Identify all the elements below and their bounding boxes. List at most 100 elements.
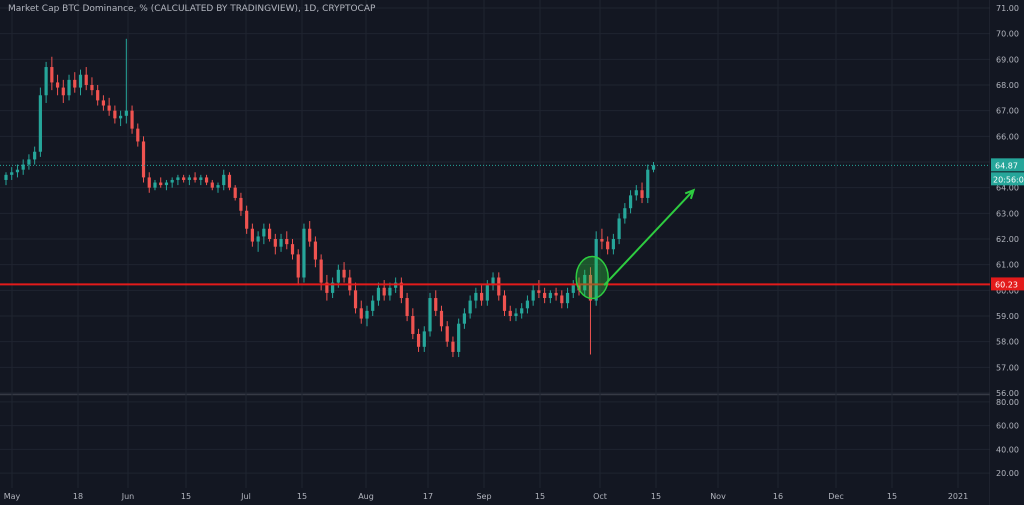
candle xyxy=(170,177,174,188)
candle xyxy=(176,174,180,186)
candle xyxy=(376,282,381,306)
y-tick-label: 66.00 xyxy=(996,132,1019,141)
x-tick-label: Oct xyxy=(593,492,607,501)
x-tick-label: 15 xyxy=(297,492,307,501)
candle xyxy=(331,277,335,299)
candle xyxy=(27,154,31,170)
candle xyxy=(84,67,88,91)
candle xyxy=(136,123,140,147)
candle xyxy=(600,228,604,250)
candle xyxy=(353,282,358,314)
candle xyxy=(187,174,191,186)
candle xyxy=(651,162,656,173)
candle xyxy=(273,233,277,255)
candle xyxy=(428,292,432,337)
candle xyxy=(313,236,318,268)
x-tick-label: 15 xyxy=(887,492,897,501)
y-tick-label: 69.00 xyxy=(996,55,1019,64)
candle xyxy=(90,77,94,96)
candle xyxy=(325,274,329,301)
candle xyxy=(107,97,111,116)
candle xyxy=(78,69,83,96)
candle xyxy=(548,290,552,304)
candle xyxy=(359,300,363,324)
price-badges: 64.87 20:56:04 60.23 xyxy=(991,158,1024,291)
x-tick-label: Aug xyxy=(358,492,374,501)
price-axis-bg xyxy=(990,0,1024,505)
candle xyxy=(239,192,243,216)
countdown-badge xyxy=(991,172,1024,186)
candle xyxy=(445,321,449,347)
trend-arrow xyxy=(603,189,695,286)
candle xyxy=(497,272,501,301)
candle xyxy=(199,174,203,186)
candle xyxy=(543,287,547,304)
candle xyxy=(531,285,535,306)
last-price-badge xyxy=(991,158,1024,172)
candle xyxy=(50,56,54,91)
y-tick-label: 64.00 xyxy=(996,184,1019,193)
candle xyxy=(290,239,295,260)
candle xyxy=(101,95,106,111)
candle xyxy=(164,179,169,191)
candle xyxy=(479,285,484,306)
chart-title: Market Cap BTC Dominance, % (CALCULATED … xyxy=(8,4,376,14)
candle xyxy=(560,290,564,309)
x-tick-label: Jun xyxy=(121,492,135,501)
candle xyxy=(250,223,254,247)
overlays xyxy=(0,164,990,300)
candle xyxy=(628,190,633,214)
trend-arrow-head xyxy=(684,188,696,200)
x-tick-label: Jul xyxy=(240,492,251,501)
y-tick-label: 56.00 xyxy=(996,389,1019,398)
candle xyxy=(15,164,20,178)
candle xyxy=(61,79,65,103)
y-tick-label: 68.00 xyxy=(996,81,1019,90)
candle xyxy=(193,172,197,183)
candle xyxy=(634,185,638,201)
candle xyxy=(520,303,524,319)
y-tick-label: 62.00 xyxy=(996,235,1019,244)
candle xyxy=(113,105,117,124)
y-tick-label: 57.00 xyxy=(996,363,1019,372)
candle xyxy=(204,174,209,186)
candle xyxy=(571,280,575,299)
candle xyxy=(33,146,37,165)
candle xyxy=(10,167,14,180)
time-axis[interactable]: May 18 Jun 15 Jul 15 Aug 17 Sep 15 Oct 15 Nov 16 Dec 15… xyxy=(4,492,968,501)
candle xyxy=(38,87,42,157)
candle xyxy=(583,269,587,296)
candle xyxy=(462,308,466,329)
candle xyxy=(457,318,461,358)
y-tick-label: 59.00 xyxy=(996,312,1019,321)
x-tick-label: 15 xyxy=(181,492,191,501)
candle xyxy=(588,267,593,355)
candle xyxy=(210,179,214,191)
sub-y-tick-label: 60.00 xyxy=(996,422,1019,431)
candle xyxy=(646,164,650,204)
breakout-circle xyxy=(575,255,609,300)
candle xyxy=(439,305,444,332)
candle xyxy=(371,295,375,316)
candle xyxy=(514,308,518,322)
x-tick-label: 2021 xyxy=(948,492,968,501)
y-tick-label: 63.00 xyxy=(996,209,1019,218)
candle xyxy=(617,213,621,245)
candle xyxy=(640,182,644,204)
candle xyxy=(416,328,421,352)
price-axis[interactable]: 71.0070.0069.0068.0067.0066.0065.0064.00… xyxy=(990,0,1024,505)
candle xyxy=(405,292,409,322)
candle-series xyxy=(4,38,656,358)
candle xyxy=(147,172,151,193)
x-tick-label: Sep xyxy=(476,492,491,501)
candle xyxy=(285,231,289,250)
x-tick-label: Dec xyxy=(828,492,843,501)
countdown-label: 20:56:04 xyxy=(993,175,1024,184)
x-tick-label: May xyxy=(4,492,21,501)
candle xyxy=(399,277,403,304)
candle xyxy=(537,280,541,299)
candle xyxy=(594,231,598,306)
candle xyxy=(451,336,455,358)
